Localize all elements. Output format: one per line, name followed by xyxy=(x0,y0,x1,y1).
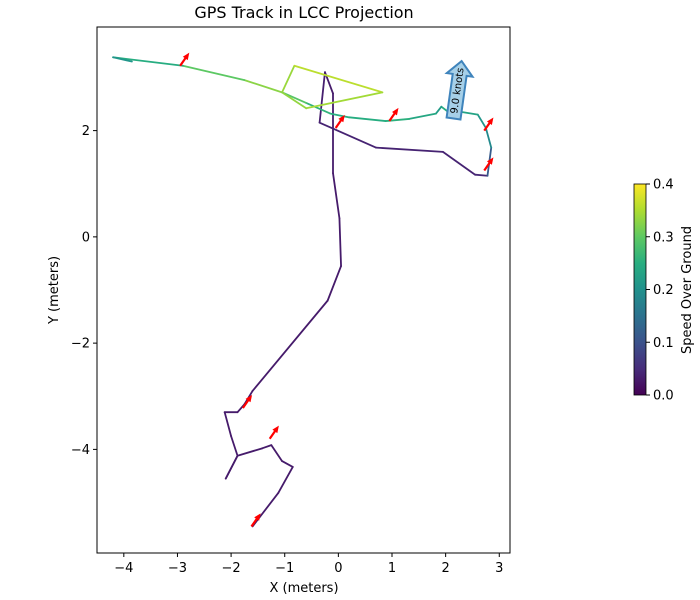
x-axis-label: X (meters) xyxy=(269,581,338,596)
track-segment xyxy=(261,444,273,450)
track-segment xyxy=(251,492,280,528)
heading-arrow-head xyxy=(486,157,494,165)
track-segment xyxy=(277,466,294,494)
heading-arrow-head xyxy=(254,513,261,521)
track-segment xyxy=(474,173,489,177)
wind-arrow-body xyxy=(444,59,475,121)
track-segment xyxy=(223,411,232,438)
track-segment xyxy=(281,91,308,110)
track-segment xyxy=(251,299,329,392)
x-axis: −4 −3 −2 −1 0 1 2 3 xyxy=(114,553,503,576)
heading-arrow xyxy=(483,157,494,172)
track-segment xyxy=(435,105,443,115)
colorbar xyxy=(633,183,647,396)
colorbar-ticks: 0.0 0.1 0.2 0.3 0.4 xyxy=(646,178,674,404)
heading-arrow xyxy=(334,114,345,129)
track-segment xyxy=(230,435,239,457)
track-segment xyxy=(442,150,477,176)
y-axis-label: Y (meters) xyxy=(47,256,62,325)
track-segment xyxy=(375,146,444,153)
track-segment xyxy=(305,102,332,115)
red-arrow-layer xyxy=(179,52,494,528)
track-segment xyxy=(181,64,246,82)
x-tick-label: 3 xyxy=(495,561,503,576)
colorbar-label: Speed Over Ground xyxy=(680,226,695,354)
x-tick-label: −2 xyxy=(222,561,241,576)
y-axis: −4 −2 0 2 xyxy=(71,124,97,458)
track-segment xyxy=(476,113,487,129)
heading-arrow-head xyxy=(245,394,253,403)
y-tick-label: 2 xyxy=(82,124,90,139)
track-segment xyxy=(270,444,283,462)
track-segment xyxy=(332,172,341,220)
heading-arrow xyxy=(388,107,399,122)
heading-arrow xyxy=(268,425,279,440)
x-tick-label: 2 xyxy=(441,561,449,576)
track-segment xyxy=(484,127,493,149)
track-segment xyxy=(408,112,437,120)
track-segment xyxy=(281,64,296,94)
track-segment xyxy=(329,112,350,119)
track-segment xyxy=(236,447,264,457)
colorbar-tick-label: 0.1 xyxy=(653,336,674,351)
heading-arrow-head xyxy=(182,52,190,61)
heading-arrow-head xyxy=(338,114,345,123)
track-segment xyxy=(112,56,184,67)
x-tick-label: 1 xyxy=(388,561,396,576)
y-tick-label: 0 xyxy=(82,230,90,245)
track-segment xyxy=(281,460,294,468)
heading-arrow xyxy=(241,394,253,409)
track-layer xyxy=(112,56,493,528)
y-tick-label: −2 xyxy=(71,337,90,352)
track-segment xyxy=(318,71,326,124)
heading-arrow xyxy=(483,117,494,132)
track-segment xyxy=(243,79,283,94)
y-tick-label: −4 xyxy=(71,443,90,458)
x-tick-label: −4 xyxy=(114,561,133,576)
track-segment xyxy=(338,217,342,267)
wind-arrow-layer: 9.0 knots xyxy=(444,59,475,121)
track-segment xyxy=(348,116,387,122)
x-tick-label: −1 xyxy=(275,561,294,576)
colorbar-tick-label: 0.0 xyxy=(653,389,674,404)
track-segment xyxy=(305,91,384,110)
track-segment xyxy=(460,111,479,116)
colorbar-tick-label: 0.4 xyxy=(653,178,674,193)
x-tick-label: 0 xyxy=(334,561,342,576)
track-segment xyxy=(112,56,133,63)
heading-arrow-head xyxy=(486,117,494,125)
track-segment xyxy=(318,121,377,149)
heading-arrow xyxy=(179,52,190,67)
plot-area xyxy=(96,26,511,554)
wind-arrow: 9.0 knots xyxy=(444,59,475,121)
colorbar-tick-label: 0.3 xyxy=(653,230,674,245)
track-segment xyxy=(224,454,239,480)
track-segment xyxy=(293,64,384,94)
heading-arrow xyxy=(250,513,261,528)
chart-title: GPS Track in LCC Projection xyxy=(194,3,413,22)
colorbar-tick-label: 0.2 xyxy=(653,283,674,298)
heading-arrow-head xyxy=(392,107,399,116)
heading-arrow-head xyxy=(272,425,279,434)
x-tick-label: −3 xyxy=(168,561,187,576)
track-segment xyxy=(326,265,342,302)
